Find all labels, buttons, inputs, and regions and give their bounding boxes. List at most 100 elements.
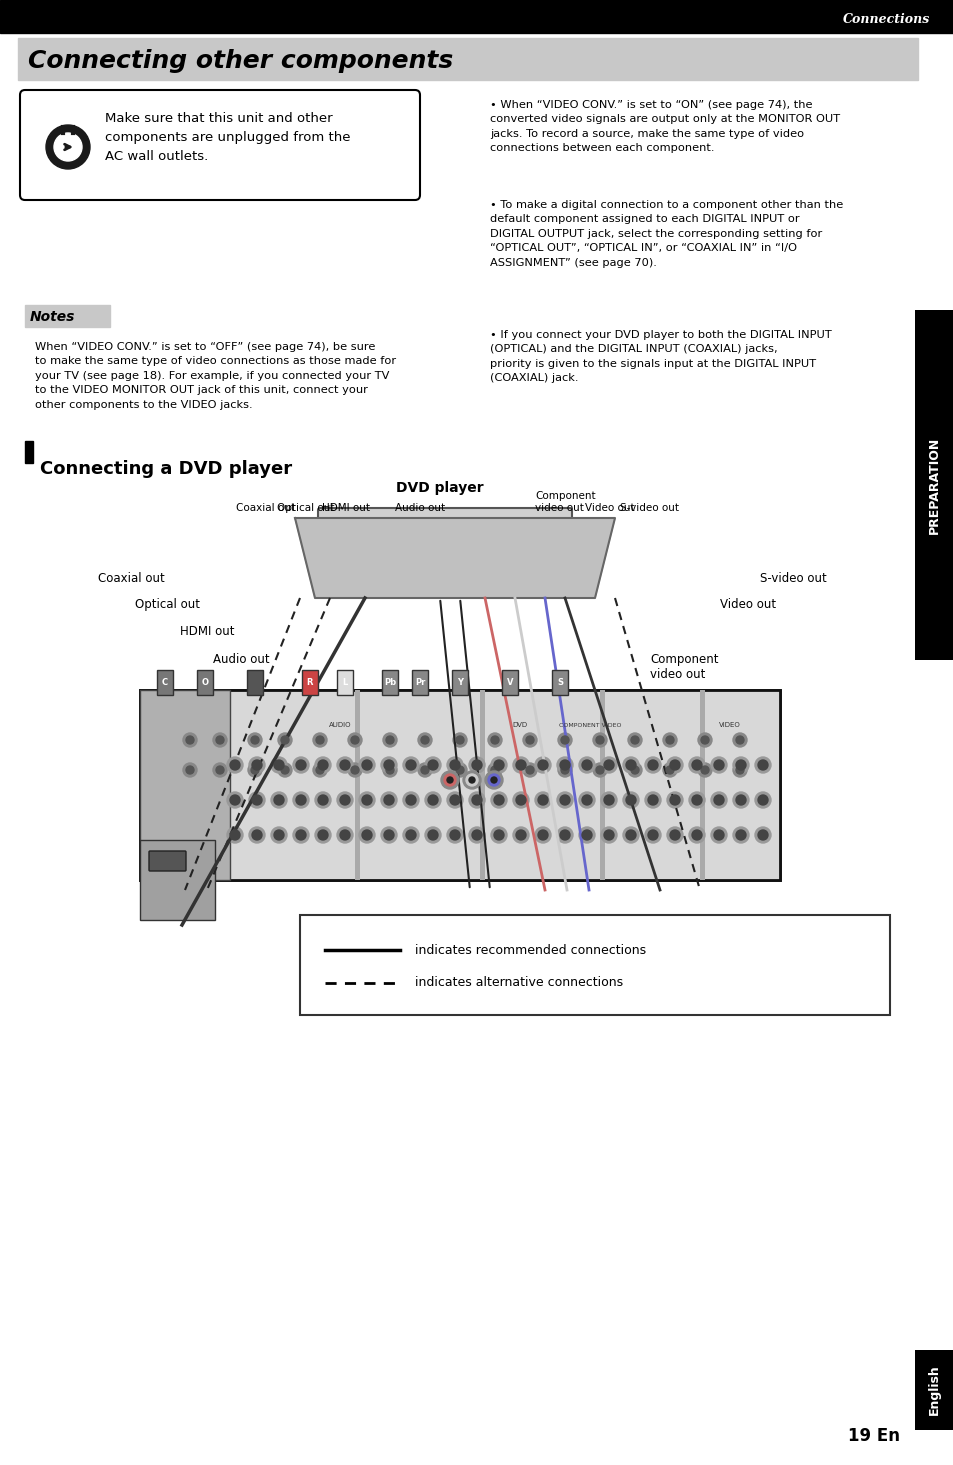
Text: S-video out: S-video out: [619, 502, 679, 513]
Circle shape: [525, 735, 534, 744]
Circle shape: [274, 795, 284, 804]
Text: Optical out: Optical out: [135, 598, 200, 611]
Circle shape: [183, 732, 196, 747]
Circle shape: [700, 766, 708, 774]
Circle shape: [754, 757, 770, 774]
Circle shape: [453, 763, 467, 776]
Circle shape: [402, 828, 418, 842]
Circle shape: [758, 760, 767, 771]
Circle shape: [491, 757, 506, 774]
Text: COMPONENT VIDEO: COMPONENT VIDEO: [558, 722, 620, 728]
Circle shape: [516, 760, 525, 771]
Circle shape: [46, 125, 90, 168]
Circle shape: [183, 763, 196, 776]
Text: DVD player: DVD player: [395, 481, 483, 495]
Circle shape: [581, 795, 592, 804]
Circle shape: [339, 831, 350, 839]
Circle shape: [522, 732, 537, 747]
Circle shape: [691, 831, 701, 839]
Bar: [412, 670, 428, 694]
Bar: [355, 690, 359, 880]
Circle shape: [462, 771, 480, 790]
Circle shape: [271, 757, 287, 774]
Circle shape: [447, 828, 462, 842]
Circle shape: [625, 795, 636, 804]
Circle shape: [380, 793, 396, 809]
Circle shape: [644, 793, 660, 809]
Circle shape: [277, 763, 292, 776]
Circle shape: [251, 735, 258, 744]
Circle shape: [227, 793, 243, 809]
Text: L: L: [342, 677, 347, 687]
Circle shape: [666, 793, 682, 809]
Circle shape: [735, 735, 743, 744]
Circle shape: [625, 831, 636, 839]
Circle shape: [622, 828, 639, 842]
Circle shape: [213, 732, 227, 747]
Bar: [914, 311, 952, 661]
Circle shape: [339, 795, 350, 804]
Circle shape: [295, 795, 306, 804]
Circle shape: [647, 760, 658, 771]
Circle shape: [666, 757, 682, 774]
Bar: [140, 690, 214, 880]
Text: Make sure that this unit and other
components are unplugged from the
AC wall out: Make sure that this unit and other compo…: [105, 111, 350, 163]
Bar: [25, 441, 33, 463]
Circle shape: [380, 757, 396, 774]
Bar: [299, 916, 889, 1015]
Text: indicates alternative connections: indicates alternative connections: [415, 977, 622, 989]
Circle shape: [754, 828, 770, 842]
Text: PREPARATION: PREPARATION: [926, 437, 940, 533]
Text: Optical out: Optical out: [277, 502, 335, 513]
Text: Coaxial out: Coaxial out: [235, 502, 294, 513]
Circle shape: [249, 828, 265, 842]
Circle shape: [600, 793, 617, 809]
Circle shape: [559, 795, 569, 804]
Circle shape: [424, 828, 440, 842]
Circle shape: [558, 732, 572, 747]
Text: • If you connect your DVD player to both the DIGITAL INPUT
(OPTICAL) and the DIG: • If you connect your DVD player to both…: [490, 330, 831, 384]
Circle shape: [274, 760, 284, 771]
Circle shape: [491, 776, 497, 782]
Circle shape: [537, 795, 547, 804]
Circle shape: [662, 732, 677, 747]
Circle shape: [491, 766, 498, 774]
Circle shape: [603, 760, 614, 771]
Bar: [247, 670, 263, 694]
Bar: [381, 670, 397, 694]
Text: AUDIO: AUDIO: [329, 722, 351, 728]
Circle shape: [424, 793, 440, 809]
Circle shape: [596, 735, 603, 744]
Circle shape: [314, 828, 331, 842]
Circle shape: [317, 760, 328, 771]
Circle shape: [600, 757, 617, 774]
Circle shape: [472, 795, 481, 804]
Circle shape: [420, 766, 429, 774]
Circle shape: [710, 828, 726, 842]
Circle shape: [647, 795, 658, 804]
Circle shape: [625, 760, 636, 771]
Circle shape: [271, 793, 287, 809]
Circle shape: [647, 831, 658, 839]
Circle shape: [713, 831, 723, 839]
Circle shape: [537, 760, 547, 771]
Circle shape: [230, 795, 240, 804]
Circle shape: [428, 795, 437, 804]
Bar: [452, 670, 468, 694]
Circle shape: [558, 763, 572, 776]
Circle shape: [535, 757, 551, 774]
Text: HDMI out: HDMI out: [180, 626, 234, 637]
Circle shape: [484, 771, 502, 790]
Circle shape: [581, 760, 592, 771]
Text: Audio out: Audio out: [395, 502, 444, 513]
Circle shape: [560, 735, 568, 744]
Bar: [302, 670, 317, 694]
Circle shape: [384, 760, 394, 771]
Circle shape: [472, 760, 481, 771]
Circle shape: [336, 757, 353, 774]
Circle shape: [758, 795, 767, 804]
Circle shape: [315, 766, 324, 774]
Text: Video out: Video out: [584, 502, 634, 513]
Circle shape: [440, 771, 458, 790]
Text: Connecting a DVD player: Connecting a DVD player: [40, 460, 292, 478]
